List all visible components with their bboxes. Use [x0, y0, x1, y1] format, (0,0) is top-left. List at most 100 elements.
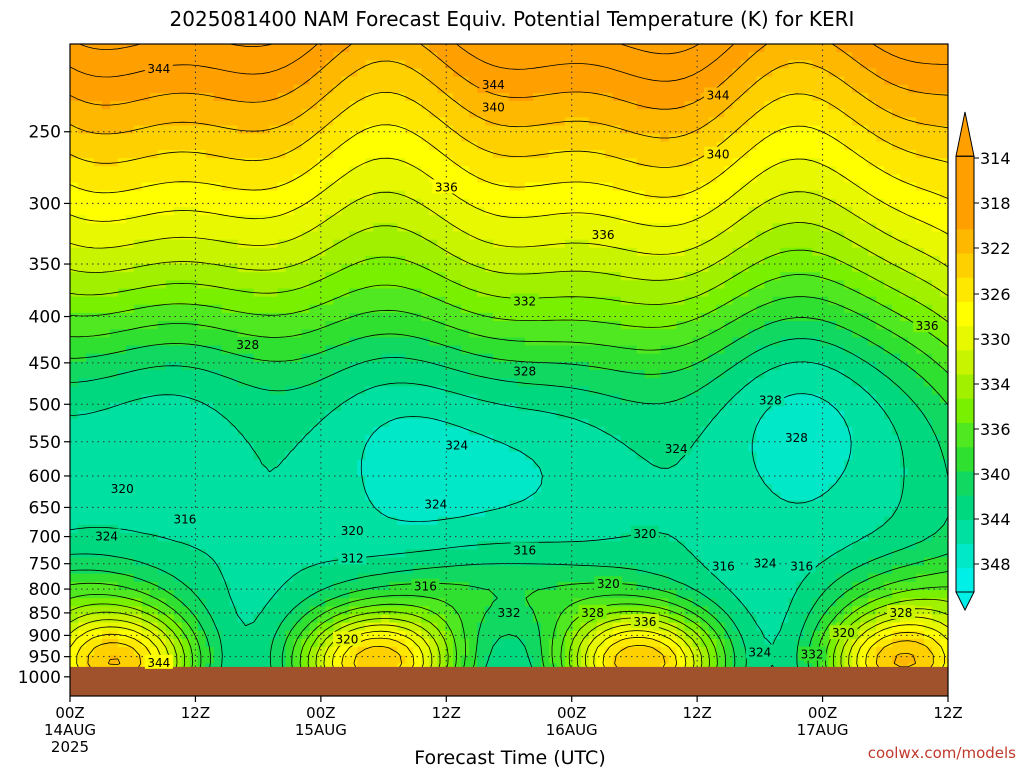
field-cell [493, 492, 502, 501]
field-cell [125, 280, 135, 290]
field-cell [149, 76, 159, 86]
field-cell [85, 427, 95, 436]
field-cell [229, 190, 239, 200]
field-cell [101, 410, 111, 420]
field-cell [389, 223, 398, 233]
field-cell [165, 223, 175, 233]
field-cell [548, 288, 558, 298]
field-cell [181, 638, 191, 648]
field-cell [165, 549, 175, 559]
field-cell [165, 524, 175, 534]
field-cell [469, 516, 478, 526]
field-cell [365, 410, 374, 420]
field-cell [253, 361, 263, 371]
field-cell [389, 182, 398, 192]
field-cell [277, 190, 287, 200]
field-cell [165, 84, 175, 94]
field-cell [485, 158, 494, 167]
field-cell [405, 353, 414, 363]
field-cell [437, 451, 446, 461]
field-cell [245, 207, 255, 216]
field-cell [93, 394, 103, 404]
field-cell [165, 239, 175, 249]
field-cell [309, 386, 319, 396]
field-cell [325, 402, 334, 412]
field-cell [524, 378, 534, 387]
field-cell [405, 321, 414, 330]
field-cell [333, 524, 342, 534]
field-cell [381, 117, 390, 127]
field-cell [509, 272, 518, 281]
field-cell [437, 655, 446, 664]
field-cell [429, 394, 438, 404]
field-cell [197, 541, 207, 550]
field-cell [285, 141, 295, 151]
field-cell [149, 272, 159, 281]
field-cell [461, 361, 470, 371]
field-cell [405, 133, 414, 143]
field-cell [309, 606, 319, 616]
field-cell [309, 337, 319, 347]
field-cell [540, 443, 550, 453]
field-cell [70, 182, 79, 192]
field-cell [437, 361, 446, 371]
field-cell [469, 508, 478, 518]
field-cell [245, 190, 255, 200]
field-cell [405, 280, 414, 290]
field-cell [269, 573, 279, 583]
field-cell [261, 500, 271, 510]
field-cell [245, 606, 255, 616]
field-cell [189, 435, 199, 444]
field-cell [229, 182, 239, 192]
field-cell [516, 337, 526, 347]
field-cell [548, 581, 558, 591]
field-cell [469, 345, 478, 355]
field-cell [373, 541, 382, 550]
field-cell [357, 321, 366, 330]
field-cell [341, 223, 350, 233]
field-cell [453, 378, 462, 387]
field-cell [269, 296, 279, 306]
field-cell [181, 598, 191, 607]
field-cell [237, 76, 247, 86]
field-cell [413, 141, 422, 151]
field-cell [197, 190, 207, 200]
field-cell [109, 68, 119, 78]
field-cell [77, 280, 87, 290]
field-cell [141, 312, 151, 322]
field-cell [205, 638, 215, 648]
field-cell [357, 166, 366, 175]
field-cell [493, 622, 502, 632]
field-cell [397, 427, 406, 436]
field-cell [213, 443, 223, 453]
field-cell [165, 141, 175, 151]
field-cell [205, 549, 215, 559]
field-cell [253, 581, 263, 591]
field-cell [524, 182, 534, 192]
field-cell [373, 149, 382, 159]
field-cell [133, 166, 143, 175]
field-cell [237, 149, 247, 159]
field-cell [341, 288, 350, 298]
field-cell [149, 370, 159, 379]
field-cell [221, 541, 231, 550]
field-cell [445, 255, 454, 265]
field-cell [325, 60, 334, 70]
field-cell [117, 166, 127, 175]
field-cell [453, 500, 462, 510]
field-cell [189, 467, 199, 477]
field-cell [501, 133, 510, 143]
field-cell [397, 378, 406, 387]
field-cell [493, 516, 502, 526]
field-cell [501, 655, 510, 664]
field-cell [548, 549, 558, 559]
field-cell [189, 581, 199, 591]
field-cell [341, 394, 350, 404]
field-cell [117, 198, 127, 208]
field-cell [333, 304, 342, 314]
field-cell [357, 117, 366, 127]
field-cell [389, 516, 398, 526]
field-cell [469, 598, 478, 607]
field-cell [357, 614, 366, 624]
field-cell [365, 606, 374, 616]
